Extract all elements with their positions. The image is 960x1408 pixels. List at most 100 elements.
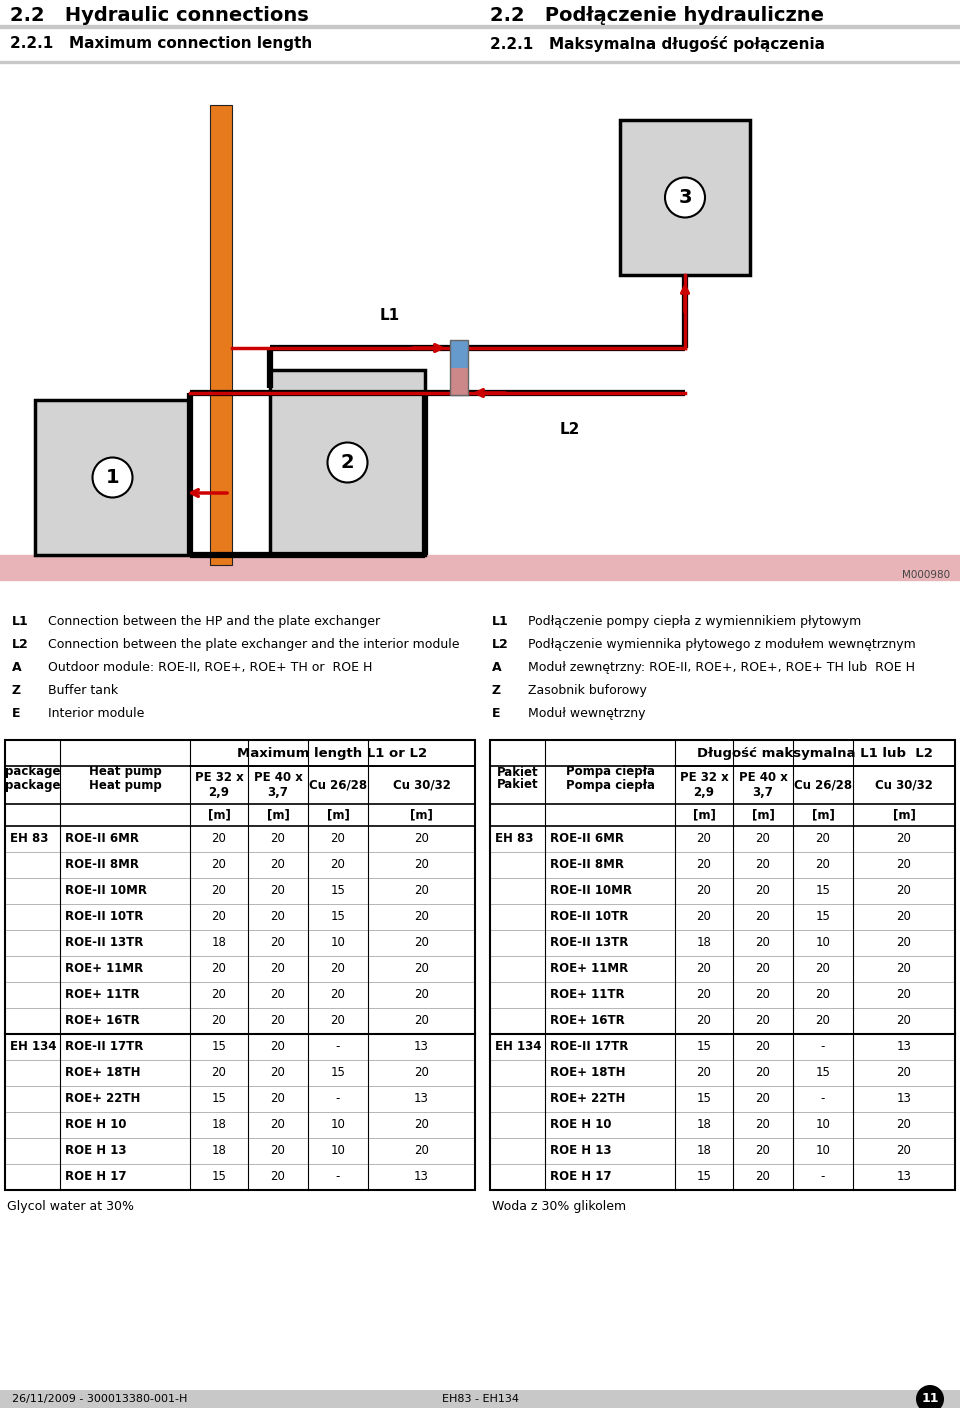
Bar bbox=[450, 367, 468, 396]
Text: Długość maksymalna L1 lub  L2: Długość maksymalna L1 lub L2 bbox=[697, 746, 933, 759]
Text: 18: 18 bbox=[697, 936, 711, 949]
Text: 15: 15 bbox=[211, 1093, 227, 1105]
Text: Podłączenie wymiennika płytowego z modułem wewnętrznym: Podłączenie wymiennika płytowego z moduł… bbox=[528, 638, 916, 650]
Text: Zasobnik buforowy: Zasobnik buforowy bbox=[528, 684, 647, 697]
Text: 20: 20 bbox=[756, 1041, 771, 1053]
Text: 2.2   Podłączenie hydrauliczne: 2.2 Podłączenie hydrauliczne bbox=[490, 6, 824, 25]
Bar bbox=[0, 25, 960, 28]
Text: L2: L2 bbox=[492, 638, 509, 650]
Text: 20: 20 bbox=[414, 988, 429, 1001]
Text: 20: 20 bbox=[330, 832, 346, 845]
Text: Cu 26/28: Cu 26/28 bbox=[309, 779, 367, 791]
Text: -: - bbox=[821, 1093, 826, 1105]
Text: 10: 10 bbox=[816, 1145, 830, 1157]
Circle shape bbox=[327, 442, 368, 483]
Text: Pompa ciepła: Pompa ciepła bbox=[565, 779, 655, 791]
Text: 15: 15 bbox=[330, 911, 346, 924]
Text: package: package bbox=[5, 779, 60, 791]
Text: 20: 20 bbox=[756, 859, 771, 872]
Text: 20: 20 bbox=[756, 1170, 771, 1184]
Bar bbox=[190, 741, 475, 766]
Text: 13: 13 bbox=[414, 1170, 429, 1184]
Text: 20: 20 bbox=[414, 1118, 429, 1132]
Text: 20: 20 bbox=[897, 963, 911, 976]
Text: Outdoor module: ROE-II, ROE+, ROE+ TH or  ROE H: Outdoor module: ROE-II, ROE+, ROE+ TH or… bbox=[48, 660, 372, 674]
Text: Woda z 30% glikolem: Woda z 30% glikolem bbox=[492, 1200, 626, 1214]
Text: 20: 20 bbox=[271, 1041, 285, 1053]
Text: E: E bbox=[12, 707, 20, 719]
Text: 20: 20 bbox=[897, 884, 911, 897]
Text: [m]: [m] bbox=[893, 808, 916, 821]
Text: 15: 15 bbox=[330, 1066, 346, 1080]
Text: ROE-II 17TR: ROE-II 17TR bbox=[65, 1041, 143, 1053]
Text: 20: 20 bbox=[897, 1145, 911, 1157]
Text: 20: 20 bbox=[330, 963, 346, 976]
Text: Heat pump: Heat pump bbox=[88, 766, 161, 779]
Text: ROE-II 10MR: ROE-II 10MR bbox=[550, 884, 632, 897]
Bar bbox=[450, 339, 468, 396]
Text: 20: 20 bbox=[330, 859, 346, 872]
Text: Z: Z bbox=[12, 684, 21, 697]
Text: 15: 15 bbox=[816, 884, 830, 897]
Bar bbox=[210, 106, 232, 565]
Text: ROE-II 10MR: ROE-II 10MR bbox=[65, 884, 147, 897]
Bar bbox=[0, 555, 960, 580]
Text: 20: 20 bbox=[271, 936, 285, 949]
Text: 1: 1 bbox=[106, 467, 119, 487]
Text: 20: 20 bbox=[756, 1066, 771, 1080]
Text: 20: 20 bbox=[330, 988, 346, 1001]
Bar bbox=[490, 741, 955, 1190]
Text: 20: 20 bbox=[271, 1170, 285, 1184]
Text: 20: 20 bbox=[897, 988, 911, 1001]
Text: Cu 26/28: Cu 26/28 bbox=[794, 779, 852, 791]
Text: Cu 30/32: Cu 30/32 bbox=[393, 779, 450, 791]
Text: 20: 20 bbox=[271, 911, 285, 924]
Text: 20: 20 bbox=[897, 1015, 911, 1028]
Text: 20: 20 bbox=[271, 1118, 285, 1132]
Text: ROE H 17: ROE H 17 bbox=[65, 1170, 127, 1184]
Text: 20: 20 bbox=[414, 1066, 429, 1080]
Text: ROE H 10: ROE H 10 bbox=[65, 1118, 127, 1132]
Text: [m]: [m] bbox=[410, 808, 433, 821]
Bar bbox=[490, 741, 955, 1190]
Text: ROE-II 17TR: ROE-II 17TR bbox=[550, 1041, 629, 1053]
Text: 11: 11 bbox=[922, 1393, 939, 1405]
Text: 18: 18 bbox=[697, 1118, 711, 1132]
Text: -: - bbox=[336, 1041, 340, 1053]
Bar bbox=[5, 741, 190, 766]
Text: Moduł wewnętrzny: Moduł wewnętrzny bbox=[528, 707, 645, 719]
Text: 15: 15 bbox=[697, 1170, 711, 1184]
Text: 20: 20 bbox=[756, 1118, 771, 1132]
Text: 20: 20 bbox=[271, 884, 285, 897]
Text: [m]: [m] bbox=[752, 808, 775, 821]
Text: ROE H 13: ROE H 13 bbox=[65, 1145, 127, 1157]
Text: PE 40 x
3,7: PE 40 x 3,7 bbox=[253, 772, 302, 798]
Text: A: A bbox=[12, 660, 22, 674]
Text: 20: 20 bbox=[816, 859, 830, 872]
Text: -: - bbox=[336, 1093, 340, 1105]
Text: L2: L2 bbox=[12, 638, 29, 650]
Text: 20: 20 bbox=[211, 884, 227, 897]
Text: 18: 18 bbox=[211, 1118, 227, 1132]
Text: 18: 18 bbox=[697, 1145, 711, 1157]
Text: Moduł zewnętrzny: ROE-II, ROE+, ROE+, ROE+ TH lub  ROE H: Moduł zewnętrzny: ROE-II, ROE+, ROE+, RO… bbox=[528, 660, 915, 674]
Text: [m]: [m] bbox=[326, 808, 349, 821]
Text: 20: 20 bbox=[697, 1015, 711, 1028]
Text: 20: 20 bbox=[271, 963, 285, 976]
Text: 18: 18 bbox=[211, 1145, 227, 1157]
Text: 20: 20 bbox=[211, 1066, 227, 1080]
Text: PE 32 x
2,9: PE 32 x 2,9 bbox=[680, 772, 729, 798]
Text: 20: 20 bbox=[756, 1145, 771, 1157]
Text: 20: 20 bbox=[816, 963, 830, 976]
Text: 20: 20 bbox=[211, 963, 227, 976]
Text: 13: 13 bbox=[897, 1093, 911, 1105]
Text: 20: 20 bbox=[897, 1066, 911, 1080]
Text: 20: 20 bbox=[697, 911, 711, 924]
Text: 20: 20 bbox=[756, 832, 771, 845]
Text: 20: 20 bbox=[211, 832, 227, 845]
Text: 20: 20 bbox=[697, 884, 711, 897]
Text: ROE-II 10TR: ROE-II 10TR bbox=[65, 911, 143, 924]
Text: 13: 13 bbox=[897, 1041, 911, 1053]
Circle shape bbox=[916, 1385, 944, 1408]
Text: -: - bbox=[821, 1170, 826, 1184]
